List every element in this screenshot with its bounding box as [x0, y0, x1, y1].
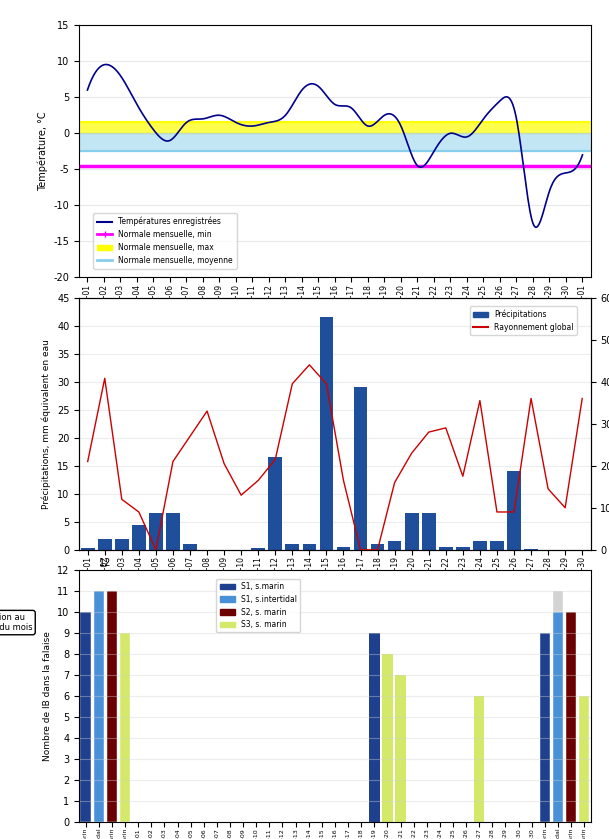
Bar: [553, 591, 563, 822]
Bar: [422, 513, 435, 550]
Bar: [439, 547, 452, 550]
Bar: [286, 545, 299, 550]
Bar: [79, 122, 591, 133]
Legend: S1, s.marin, S1, s.intertidal, S2, s. marin, S3, s. marin: S1, s.marin, S1, s.intertidal, S2, s. ma…: [216, 579, 300, 633]
Bar: [579, 696, 590, 822]
Bar: [490, 541, 504, 550]
Bar: [553, 591, 563, 612]
Legend: Températures enregistrées, Normale mensuelle, min, Normale mensuelle, max, Norma: Températures enregistrées, Normale mensu…: [93, 213, 237, 268]
Y-axis label: Nombre de IB dans la falaise: Nombre de IB dans la falaise: [43, 631, 52, 761]
Bar: [474, 696, 485, 822]
Bar: [395, 675, 406, 822]
Bar: [369, 633, 379, 822]
Bar: [120, 633, 130, 822]
Bar: [98, 539, 111, 550]
Bar: [107, 591, 117, 822]
Y-axis label: Précipitations, mm équivalent en eau: Précipitations, mm équivalent en eau: [42, 339, 51, 508]
Bar: [320, 317, 333, 550]
Bar: [149, 513, 163, 550]
Bar: [79, 133, 591, 151]
Bar: [337, 547, 350, 550]
Bar: [566, 612, 576, 822]
Bar: [79, 25, 591, 122]
Bar: [354, 388, 367, 550]
Bar: [132, 524, 146, 550]
Bar: [405, 513, 418, 550]
Bar: [524, 549, 538, 550]
Bar: [94, 591, 104, 822]
Bar: [252, 548, 265, 550]
Bar: [507, 472, 521, 550]
Bar: [540, 633, 550, 822]
Bar: [382, 654, 393, 822]
Text: Position au
début du mois: Position au début du mois: [0, 612, 33, 633]
Bar: [269, 457, 282, 550]
Bar: [183, 545, 197, 550]
Bar: [473, 541, 487, 550]
Bar: [303, 545, 316, 550]
Text: 12: 12: [99, 558, 111, 568]
Bar: [81, 548, 94, 550]
Bar: [371, 545, 384, 550]
Legend: Précipitations, Rayonnement global: Précipitations, Rayonnement global: [470, 306, 577, 335]
Bar: [166, 513, 180, 550]
Y-axis label: Température, °C: Température, °C: [38, 112, 48, 191]
Bar: [115, 539, 128, 550]
Bar: [456, 547, 470, 550]
Bar: [80, 612, 91, 822]
Bar: [388, 541, 401, 550]
